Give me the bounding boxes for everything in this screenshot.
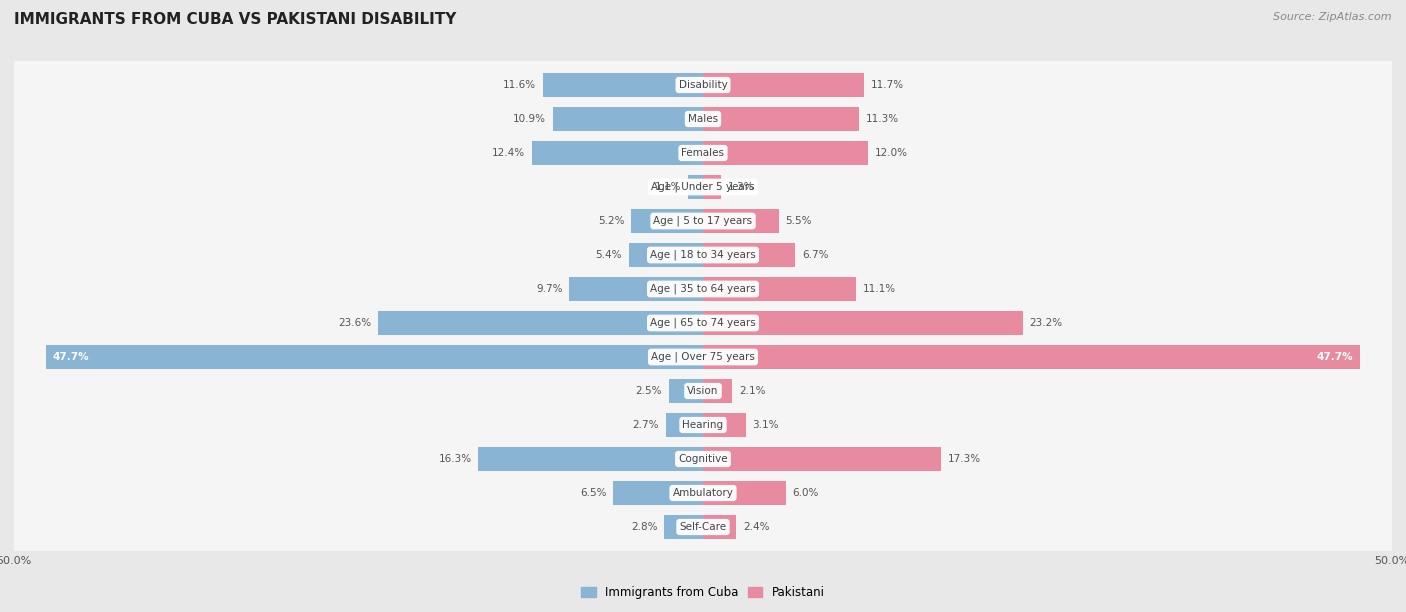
Text: 11.3%: 11.3% xyxy=(866,114,898,124)
Bar xyxy=(378,311,703,335)
Text: Age | 18 to 34 years: Age | 18 to 34 years xyxy=(650,250,756,260)
Bar xyxy=(531,141,703,165)
Bar xyxy=(703,379,733,403)
Text: Age | 35 to 64 years: Age | 35 to 64 years xyxy=(650,284,756,294)
FancyBboxPatch shape xyxy=(10,230,1396,280)
Bar xyxy=(703,515,737,539)
Text: Age | Under 5 years: Age | Under 5 years xyxy=(651,182,755,192)
Bar xyxy=(703,481,786,506)
Bar xyxy=(703,311,1022,335)
Text: 23.6%: 23.6% xyxy=(337,318,371,328)
FancyBboxPatch shape xyxy=(10,196,1396,246)
Text: 11.7%: 11.7% xyxy=(872,80,904,90)
Bar xyxy=(569,277,703,301)
Text: 47.7%: 47.7% xyxy=(52,352,89,362)
Text: 11.1%: 11.1% xyxy=(863,284,896,294)
Bar xyxy=(703,106,859,131)
Text: 1.3%: 1.3% xyxy=(728,182,754,192)
Text: Disability: Disability xyxy=(679,80,727,90)
Text: 12.0%: 12.0% xyxy=(875,148,908,158)
Text: 12.4%: 12.4% xyxy=(492,148,526,158)
Text: Females: Females xyxy=(682,148,724,158)
Bar xyxy=(703,209,779,233)
Bar xyxy=(703,243,796,267)
FancyBboxPatch shape xyxy=(10,366,1396,416)
FancyBboxPatch shape xyxy=(10,94,1396,144)
FancyBboxPatch shape xyxy=(10,128,1396,178)
Text: 10.9%: 10.9% xyxy=(513,114,546,124)
Bar xyxy=(543,73,703,97)
Bar xyxy=(669,379,703,403)
Text: Age | Over 75 years: Age | Over 75 years xyxy=(651,352,755,362)
Text: 6.5%: 6.5% xyxy=(581,488,606,498)
Bar xyxy=(631,209,703,233)
Bar xyxy=(666,412,703,437)
FancyBboxPatch shape xyxy=(10,332,1396,382)
FancyBboxPatch shape xyxy=(10,298,1396,348)
Bar xyxy=(703,73,865,97)
Text: 5.5%: 5.5% xyxy=(786,216,813,226)
Bar xyxy=(613,481,703,506)
Text: 47.7%: 47.7% xyxy=(1317,352,1354,362)
Text: IMMIGRANTS FROM CUBA VS PAKISTANI DISABILITY: IMMIGRANTS FROM CUBA VS PAKISTANI DISABI… xyxy=(14,12,457,28)
FancyBboxPatch shape xyxy=(10,60,1396,110)
Bar xyxy=(703,277,856,301)
Text: 16.3%: 16.3% xyxy=(439,454,471,464)
Text: Self-Care: Self-Care xyxy=(679,522,727,532)
Text: 3.1%: 3.1% xyxy=(752,420,779,430)
Text: 2.8%: 2.8% xyxy=(631,522,658,532)
Text: Source: ZipAtlas.com: Source: ZipAtlas.com xyxy=(1274,12,1392,22)
Bar xyxy=(553,106,703,131)
Legend: Immigrants from Cuba, Pakistani: Immigrants from Cuba, Pakistani xyxy=(576,581,830,603)
FancyBboxPatch shape xyxy=(10,264,1396,314)
FancyBboxPatch shape xyxy=(10,162,1396,212)
Text: Vision: Vision xyxy=(688,386,718,396)
Text: 2.7%: 2.7% xyxy=(633,420,659,430)
Text: Hearing: Hearing xyxy=(682,420,724,430)
Text: 23.2%: 23.2% xyxy=(1029,318,1063,328)
Bar xyxy=(703,175,721,200)
Text: Cognitive: Cognitive xyxy=(678,454,728,464)
Text: Males: Males xyxy=(688,114,718,124)
Bar xyxy=(665,515,703,539)
Bar xyxy=(703,447,942,471)
Text: Ambulatory: Ambulatory xyxy=(672,488,734,498)
Text: 6.0%: 6.0% xyxy=(793,488,818,498)
FancyBboxPatch shape xyxy=(10,400,1396,450)
Text: 6.7%: 6.7% xyxy=(803,250,828,260)
Text: 2.1%: 2.1% xyxy=(738,386,765,396)
FancyBboxPatch shape xyxy=(10,468,1396,518)
Bar xyxy=(688,175,703,200)
Text: 11.6%: 11.6% xyxy=(503,80,536,90)
Text: 2.4%: 2.4% xyxy=(742,522,769,532)
Text: 17.3%: 17.3% xyxy=(948,454,981,464)
Text: 2.5%: 2.5% xyxy=(636,386,662,396)
Bar xyxy=(478,447,703,471)
Text: 9.7%: 9.7% xyxy=(536,284,562,294)
Bar xyxy=(703,141,869,165)
Bar xyxy=(703,412,745,437)
Text: 5.4%: 5.4% xyxy=(595,250,621,260)
Text: 1.1%: 1.1% xyxy=(654,182,681,192)
Bar xyxy=(628,243,703,267)
Bar xyxy=(703,345,1360,369)
Text: Age | 65 to 74 years: Age | 65 to 74 years xyxy=(650,318,756,328)
FancyBboxPatch shape xyxy=(10,434,1396,484)
Text: 5.2%: 5.2% xyxy=(598,216,624,226)
Text: Age | 5 to 17 years: Age | 5 to 17 years xyxy=(654,216,752,226)
Bar xyxy=(46,345,703,369)
FancyBboxPatch shape xyxy=(10,502,1396,552)
